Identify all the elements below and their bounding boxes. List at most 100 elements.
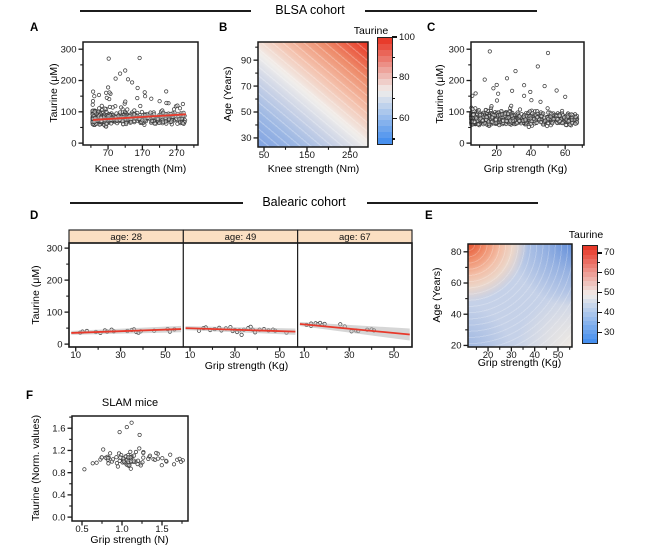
data-point <box>490 119 495 124</box>
x-tick-label: 40 <box>529 350 540 361</box>
data-point <box>123 99 128 104</box>
data-point <box>491 86 496 91</box>
data-point <box>118 110 123 115</box>
data-point <box>560 121 565 126</box>
colorbar-major-tick <box>597 311 602 313</box>
data-point <box>509 103 514 108</box>
data-point <box>106 85 111 90</box>
plot-frame <box>257 41 369 148</box>
x-tick-label: 10 <box>299 350 310 361</box>
x-tick-label: 1.5 <box>155 524 168 535</box>
panel-d-ylabel: Taurine (μM) <box>30 265 42 325</box>
y-tick-label: 300 <box>449 44 465 55</box>
data-point <box>506 115 511 120</box>
data-point <box>548 114 553 119</box>
data-point <box>535 109 540 114</box>
panel-d-xlabel: Grip strength (Kg) <box>204 360 289 372</box>
data-point <box>517 118 522 123</box>
data-point <box>164 89 169 94</box>
data-point <box>137 55 142 61</box>
panel-b-plot: 50 150 250 30 50 70 90 <box>241 41 369 161</box>
data-point <box>163 458 169 463</box>
colorbar-major-tick <box>597 331 602 333</box>
colorbar-tick-label: 80 <box>399 72 410 84</box>
plot-background <box>72 416 188 521</box>
data-point <box>527 109 532 114</box>
colorbar-band <box>583 294 597 300</box>
panel-a-label: A <box>30 22 39 34</box>
data-point <box>555 120 560 126</box>
data-point <box>508 118 513 123</box>
data-point <box>494 82 499 87</box>
plot-frame <box>467 243 573 348</box>
data-point <box>128 449 133 454</box>
data-point <box>522 93 527 98</box>
data-point <box>131 458 136 463</box>
data-point <box>114 461 119 466</box>
data-point <box>510 88 515 93</box>
panel-a-plot: 70 170 270 0 100 200 300 <box>61 41 199 159</box>
x-tick-label: 40 <box>526 148 537 159</box>
y-tick-label: 200 <box>61 76 77 87</box>
data-point <box>175 121 180 126</box>
y-tick-label: 90 <box>241 55 252 66</box>
data-point <box>91 89 96 94</box>
data-point <box>154 450 159 456</box>
colorbar-band <box>583 325 597 331</box>
data-point <box>140 460 145 465</box>
colorbar-band <box>378 138 392 144</box>
balearic-header-line-left <box>70 202 243 204</box>
colorbar-minor-tick <box>597 301 600 303</box>
data-point <box>550 121 555 126</box>
data-point <box>180 101 185 107</box>
trend-line <box>299 323 410 336</box>
data-point <box>528 89 533 94</box>
colorbar-band <box>583 263 597 269</box>
colorbar-band <box>583 334 597 340</box>
data-point <box>117 430 122 435</box>
x-tick-label: 150 <box>299 150 315 161</box>
x-tick-label: 50 <box>389 350 400 361</box>
x-tick-label: 70 <box>103 148 114 159</box>
data-point <box>517 107 523 112</box>
colorbar-band <box>583 307 597 313</box>
data-point <box>123 68 128 73</box>
colorbar-band <box>583 298 597 304</box>
data-point <box>168 452 173 457</box>
data-point <box>541 111 546 116</box>
colorbar-band <box>378 67 392 74</box>
panel-c-ylabel: Taurine (μM) <box>434 64 446 124</box>
panel-e-plot: 20 30 40 50 20 40 60 80 <box>451 243 573 361</box>
panel-e-xlabel: Grip strength (Kg) <box>477 357 562 369</box>
data-point <box>105 456 110 461</box>
colorbar-band <box>378 73 392 80</box>
data-point <box>490 115 495 120</box>
plot-frame <box>68 242 413 348</box>
data-point <box>557 113 562 118</box>
data-point <box>104 121 109 126</box>
data-point <box>148 110 153 115</box>
colorbar-gradient <box>582 245 598 344</box>
data-point <box>554 88 559 93</box>
data-point <box>121 459 126 464</box>
y-tick-label: 0.8 <box>52 468 65 479</box>
colorbar-band <box>583 281 597 287</box>
colorbar-band <box>583 338 597 343</box>
data-point <box>487 49 492 54</box>
colorbar-major-tick <box>597 252 602 254</box>
data-point <box>137 432 142 437</box>
y-tick-label: 60 <box>451 278 462 289</box>
data-point <box>513 69 518 74</box>
data-point <box>565 114 570 119</box>
y-tick-label: 1.6 <box>52 423 65 434</box>
data-point <box>538 120 543 125</box>
data-point <box>484 115 489 120</box>
y-tick-label: 100 <box>47 307 63 318</box>
colorbar-band <box>583 290 597 296</box>
colorbar-tick-label: 70 <box>604 247 615 259</box>
data-point <box>175 103 180 108</box>
data-point <box>569 112 574 117</box>
data-point <box>147 453 153 458</box>
colorbar-band <box>583 272 597 278</box>
data-point <box>90 461 95 466</box>
